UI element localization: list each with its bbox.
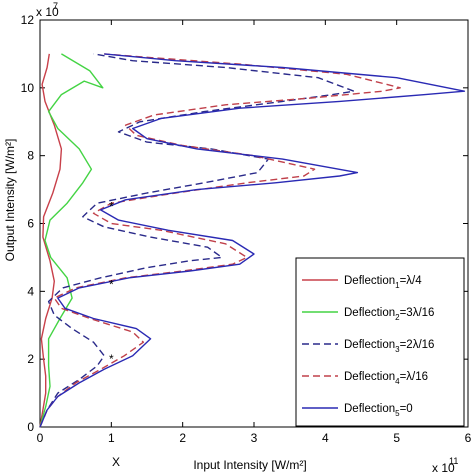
x-tick-label: 4 — [322, 431, 329, 445]
x-tick-label: 1 — [108, 431, 115, 445]
data-marker: * — [109, 352, 114, 366]
y-tick-label: 8 — [27, 149, 34, 163]
series-line-4 — [39, 53, 401, 428]
y-tick-label: 0 — [27, 420, 34, 434]
x-tick-label: 5 — [393, 431, 400, 445]
legend-box — [295, 257, 465, 427]
legend-label-4: Deflection4=λ/16 — [344, 371, 428, 386]
svg-text:11: 11 — [449, 456, 458, 466]
legend-label-5: Deflection5=0 — [344, 403, 413, 418]
series-line-2 — [39, 53, 104, 428]
x-axis-label: Input Intensity [W/m²] — [193, 458, 306, 472]
y-tick-label: 2 — [27, 352, 34, 366]
x-tick-label: 0 — [37, 431, 44, 445]
svg-text:x 10: x 10 — [36, 5, 59, 19]
y-tick-label: 12 — [21, 13, 35, 27]
svg-text:7: 7 — [53, 1, 58, 11]
legend: Deflection1=λ/4 Deflection2=3λ/16 Deflecti… — [295, 257, 465, 427]
x-exponent: x 10 11 — [432, 456, 458, 475]
y-axis-label: Output Intensity [W/m²] — [3, 139, 17, 262]
y-tick-label: 4 — [27, 284, 34, 298]
x-tick-label: 2 — [179, 431, 186, 445]
svg-text:x 10: x 10 — [432, 461, 455, 475]
legend-label-2: Deflection2=3λ/16 — [344, 307, 434, 322]
y-tick-label: 6 — [27, 217, 34, 231]
legend-label-3: Deflection3=2λ/16 — [344, 339, 434, 354]
series-line-5 — [39, 53, 466, 428]
y-tick-label: 10 — [21, 81, 35, 95]
series-group — [39, 53, 466, 428]
data-marker: * — [109, 200, 114, 214]
extra-x-label: X — [112, 455, 120, 469]
legend-label-1: Deflection1=λ/4 — [344, 275, 422, 290]
data-marker: * — [109, 278, 114, 292]
markers-group: * * * — [109, 200, 114, 367]
series-line-1 — [39, 53, 63, 428]
x-tick-label: 3 — [251, 431, 258, 445]
y-exponent: x 10 7 — [36, 1, 59, 19]
x-tick-label: 6 — [465, 431, 472, 445]
axes — [39, 19, 469, 428]
